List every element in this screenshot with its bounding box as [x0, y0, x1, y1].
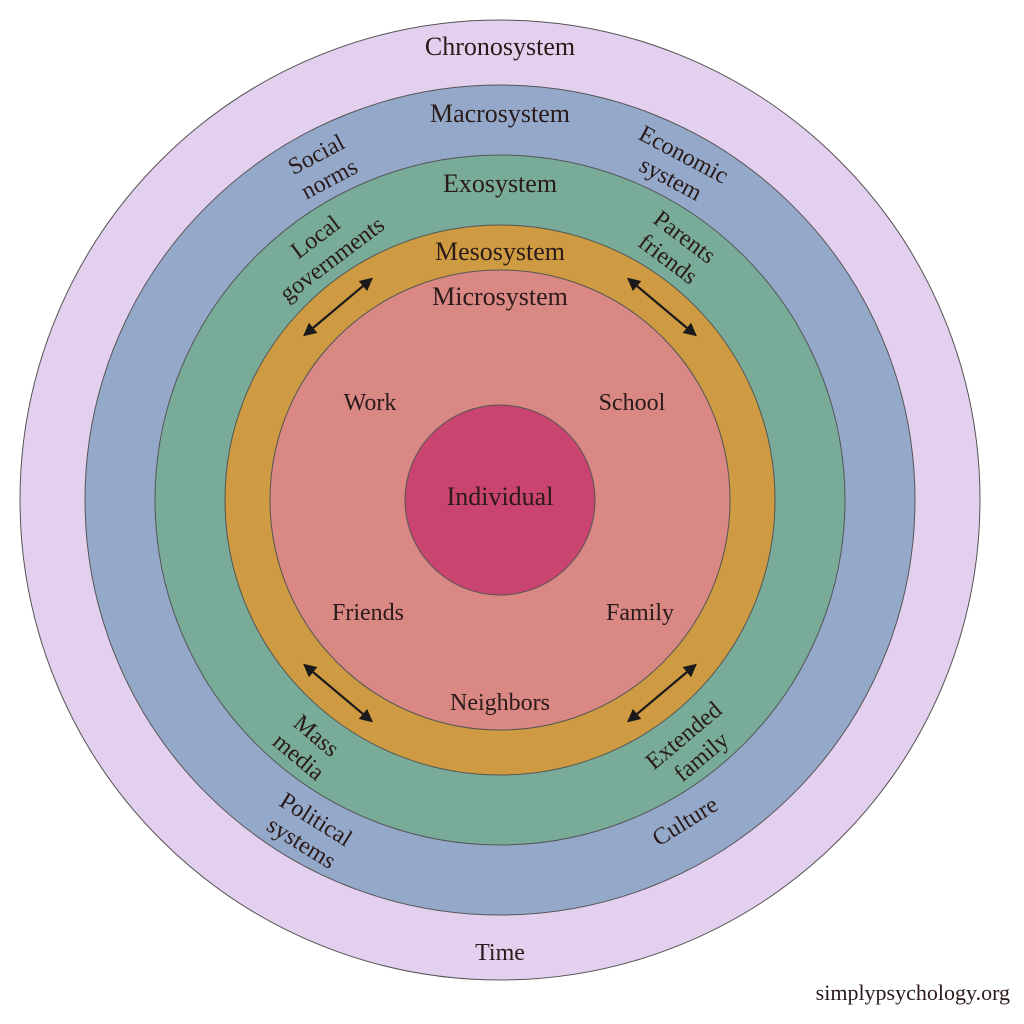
- chronosystem-label: Chronosystem: [425, 32, 575, 61]
- ecological-systems-diagram: Chronosystem Macrosystem Exosystem Mesosyst…: [0, 0, 1024, 1024]
- microsystem-label: Microsystem: [432, 282, 568, 311]
- attribution-text: simplypsychology.org: [816, 980, 1010, 1005]
- exosystem-label: Exosystem: [443, 169, 557, 198]
- macrosystem-label: Macrosystem: [430, 99, 570, 128]
- micro-item: Friends: [332, 600, 404, 626]
- micro-item: School: [599, 390, 666, 416]
- mesosystem-label: Mesosystem: [435, 237, 565, 266]
- micro-item: Family: [606, 600, 674, 626]
- micro-item: Work: [344, 390, 397, 416]
- chrono-item: Time: [475, 940, 525, 966]
- individual-label: Individual: [447, 482, 554, 511]
- micro-item: Neighbors: [450, 690, 550, 716]
